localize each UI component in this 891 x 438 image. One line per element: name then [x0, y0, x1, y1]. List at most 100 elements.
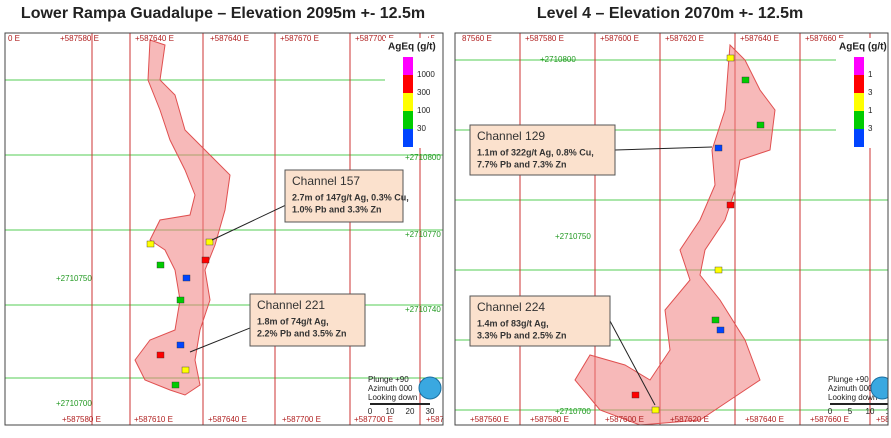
orientation-text: Looking down — [368, 393, 417, 402]
map-panel: Lower Rampa Guadalupe – Elevation 2095m … — [4, 5, 449, 426]
scale-label: 10 — [866, 407, 875, 416]
scale-label: 5 — [848, 407, 853, 416]
legend-label: 3 — [868, 124, 873, 133]
legend-swatch — [854, 75, 864, 93]
legend-swatch — [854, 57, 864, 75]
channel-sample — [714, 266, 723, 274]
northing-label: +2710800 N — [405, 153, 449, 162]
legend-title: AgEq (g/t) — [388, 42, 436, 53]
map-frame — [454, 32, 889, 426]
panel-title: Lower Rampa Guadalupe – Elevation 2095m … — [21, 5, 425, 22]
orientation-text: Azimuth 000 — [828, 384, 873, 393]
legend-label: 30 — [417, 124, 426, 133]
map-background — [5, 33, 443, 425]
callout-line: 1.4m of 83g/t Ag, — [477, 318, 549, 328]
northing-label: +2710770 N — [405, 230, 449, 239]
callout-line: 2.7m of 147g/t Ag, 0.3% Cu, — [292, 192, 409, 202]
ore-body — [574, 43, 776, 425]
channel-sample — [201, 256, 210, 264]
top-easting-label: +587620 E — [665, 34, 704, 43]
scale-label: 20 — [406, 407, 415, 416]
callout-title: Channel 221 — [257, 298, 325, 312]
top-easting-label: +587640 E — [135, 34, 174, 43]
bottom-easting-label: +587580 E — [530, 415, 569, 424]
legend-swatch — [403, 93, 413, 111]
orientation-text: Looking down — [828, 393, 877, 402]
channel-sample — [156, 261, 165, 269]
callout-title: Channel 157 — [292, 174, 360, 188]
callout-line: 2.2% Pb and 3.5% Zn — [257, 328, 347, 338]
map-frame — [4, 32, 444, 426]
orientation-globe — [418, 376, 442, 400]
bottom-easting-label: +587660 E — [810, 415, 849, 424]
top-easting-label: +587670 E — [280, 34, 319, 43]
map-panel: Level 4 – Elevation 2070m +- 12.5m 87560 … — [454, 5, 891, 426]
bottom-easting-label: +587560 E — [470, 415, 509, 424]
legend-swatch — [403, 75, 413, 93]
orientation-text: Plunge +90 — [828, 375, 869, 384]
legend-label: 1000 — [417, 70, 435, 79]
callout-arrow — [614, 146, 713, 151]
orientation-text: Plunge +90 — [368, 375, 409, 384]
scale-label: 30 — [426, 407, 435, 416]
orientation-globe — [870, 376, 888, 400]
callout-arrow — [609, 320, 656, 406]
northing-label: +2710750 — [56, 274, 92, 283]
map-area: 0 E +587580 E +587640 E +587640 E +587670 E +… — [5, 33, 449, 425]
channel-sample — [711, 316, 720, 324]
top-easting-label: +587660 E — [805, 34, 844, 43]
northing-label: +2710700 — [56, 399, 92, 408]
legend-label: 1 — [868, 106, 873, 115]
bottom-easting-label: +587580 E — [62, 415, 101, 424]
legend-swatch — [403, 129, 413, 147]
channel-sample — [146, 240, 155, 248]
channel-sample — [156, 351, 165, 359]
callout-box — [469, 124, 616, 176]
top-easting-label: +587580 E — [60, 34, 99, 43]
channel-sample — [171, 381, 180, 389]
legend-label: 300 — [417, 88, 431, 97]
channel-sample — [726, 54, 735, 62]
map-area: 87560 E +587580 E +587600 E +587620 E +58764… — [455, 33, 891, 425]
channel-sample — [756, 121, 765, 129]
bottom-easting-label: +587700 E — [282, 415, 321, 424]
channel-sample — [716, 326, 725, 334]
top-easting-label: +587640 E — [740, 34, 779, 43]
top-easting-label: +587600 E — [600, 34, 639, 43]
legend-label: 100 — [417, 106, 431, 115]
scale-label: 10 — [386, 407, 395, 416]
northing-label: +2710800 — [540, 55, 576, 64]
legend-title: AgEq (g/t) — [839, 42, 887, 53]
channel-sample — [182, 274, 191, 282]
legend-box — [385, 38, 443, 148]
callout-line: 1.1m of 322g/t Ag, 0.8% Cu, — [477, 147, 594, 157]
northing-label: +2710700 — [555, 407, 591, 416]
top-easting-label: 0 E — [8, 34, 20, 43]
bottom-easting-label: +587 — [876, 415, 891, 424]
channel-sample — [205, 238, 214, 246]
callout-box — [249, 293, 366, 347]
channel-sample — [741, 76, 750, 84]
channel-sample — [714, 144, 723, 152]
callout-title: Channel 129 — [477, 129, 545, 143]
bottom-easting-label: +587700 E — [354, 415, 393, 424]
bottom-easting-label: +587 — [426, 415, 445, 424]
legend-swatch — [854, 93, 864, 111]
northing-label: +2710750 — [555, 232, 591, 241]
legend-swatch — [854, 111, 864, 129]
top-easting-label: +587640 E — [210, 34, 249, 43]
panel-title: Level 4 – Elevation 2070m +- 12.5m — [537, 5, 803, 22]
channel-sample — [176, 296, 185, 304]
legend-swatch — [403, 111, 413, 129]
bottom-easting-label: +587610 E — [134, 415, 173, 424]
top-easting-label: 87560 E — [462, 34, 492, 43]
channel-sample — [176, 341, 185, 349]
callout-line: 7.7% Pb and 7.3% Zn — [477, 159, 567, 169]
channel-sample — [631, 391, 640, 399]
ore-body — [134, 39, 231, 396]
callout-box — [284, 169, 404, 223]
legend-swatch — [403, 57, 413, 75]
scale-label: 15 — [886, 407, 891, 416]
legend-label: 1 — [868, 70, 873, 79]
